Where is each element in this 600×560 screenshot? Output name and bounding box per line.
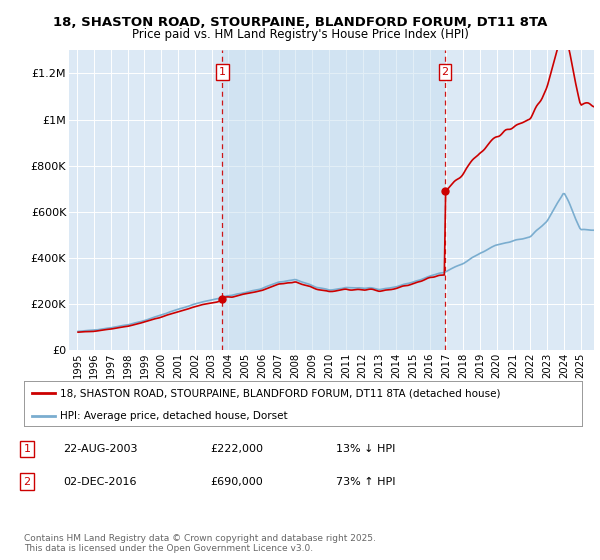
Bar — [223, 50, 445, 350]
Point — [440, 186, 450, 195]
Text: 73% ↑ HPI: 73% ↑ HPI — [336, 477, 395, 487]
Text: 13% ↓ HPI: 13% ↓ HPI — [336, 444, 395, 454]
Text: 18, SHASTON ROAD, STOURPAINE, BLANDFORD FORUM, DT11 8TA: 18, SHASTON ROAD, STOURPAINE, BLANDFORD … — [53, 16, 547, 29]
Text: 1: 1 — [23, 444, 31, 454]
Text: HPI: Average price, detached house, Dorset: HPI: Average price, detached house, Dors… — [60, 410, 288, 421]
Text: £690,000: £690,000 — [210, 477, 263, 487]
Text: Contains HM Land Registry data © Crown copyright and database right 2025.
This d: Contains HM Land Registry data © Crown c… — [24, 534, 376, 553]
Text: 2: 2 — [23, 477, 31, 487]
Point — [218, 295, 227, 304]
Text: 02-DEC-2016: 02-DEC-2016 — [63, 477, 137, 487]
Text: £222,000: £222,000 — [210, 444, 263, 454]
Text: 22-AUG-2003: 22-AUG-2003 — [63, 444, 137, 454]
Text: 2: 2 — [442, 67, 449, 77]
Text: 1: 1 — [219, 67, 226, 77]
Text: Price paid vs. HM Land Registry's House Price Index (HPI): Price paid vs. HM Land Registry's House … — [131, 28, 469, 41]
Text: 18, SHASTON ROAD, STOURPAINE, BLANDFORD FORUM, DT11 8TA (detached house): 18, SHASTON ROAD, STOURPAINE, BLANDFORD … — [60, 388, 501, 398]
